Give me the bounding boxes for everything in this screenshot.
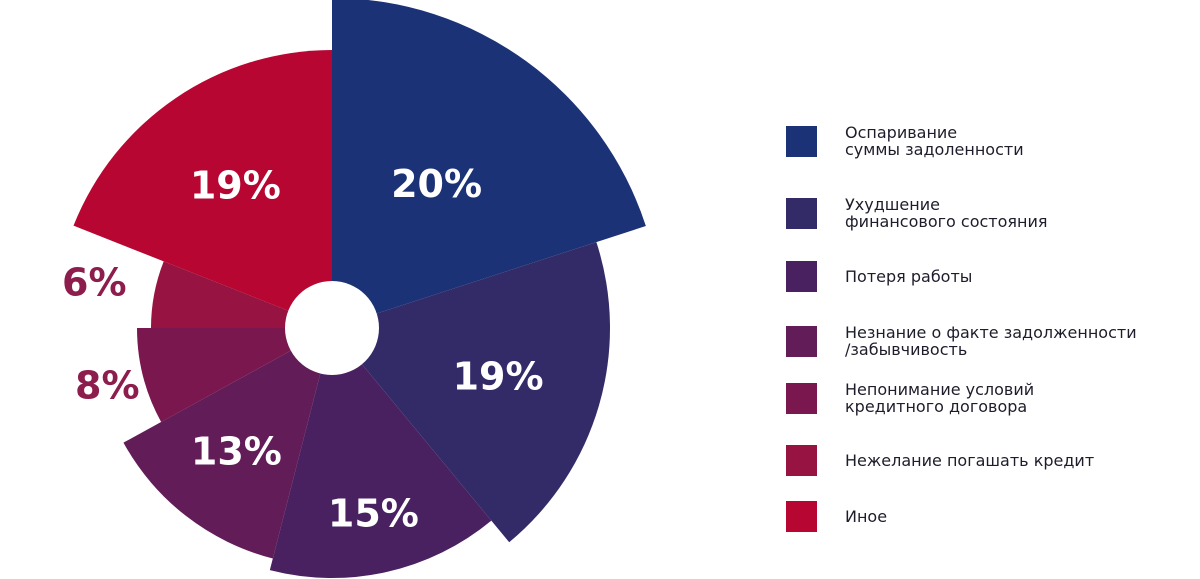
legend-swatch — [786, 501, 817, 532]
pie-slice-inoe — [73, 50, 333, 328]
legend-swatch — [786, 382, 817, 414]
legend-label: Незнание о факте задолженности /забывчив… — [845, 323, 1137, 359]
legend: Оспаривание суммы задоленности Ухудшение… — [786, 0, 1200, 579]
legend-swatch — [786, 125, 817, 157]
legend-label: Нежелание погашать кредит — [845, 451, 1095, 470]
slice-value-label-neznanie: 13% — [191, 429, 282, 473]
slice-value-label-inoe: 19% — [190, 164, 281, 208]
pie-slice-poterya-raboty — [269, 328, 492, 579]
legend-label: Потеря работы — [845, 267, 973, 286]
pie-slice-nezhelanie — [151, 261, 332, 328]
pie-slice-ukhudshenie — [332, 242, 610, 543]
legend-item-osparivanie: Оспаривание суммы задоленности — [786, 124, 1024, 158]
legend-label: Ухудшение финансового состояния — [845, 195, 1048, 231]
pie-slice-neznanie — [123, 328, 332, 559]
legend-label: Оспаривание суммы задоленности — [845, 123, 1024, 159]
pie-center-hole — [285, 281, 379, 375]
legend-item-ukhudshenie: Ухудшение финансового состояния — [786, 196, 1048, 230]
slice-value-label-neponimanie: 8% — [75, 364, 140, 408]
slice-value-label-osparivanie: 20% — [391, 162, 482, 206]
slice-value-label-poterya-raboty: 15% — [328, 491, 419, 535]
legend-item-neznanie: Незнание о факте задолженности /забывчив… — [786, 324, 1137, 358]
legend-swatch — [786, 445, 817, 476]
slice-value-label-nezhelanie: 6% — [62, 261, 127, 305]
legend-item-neponimanie: Непонимание условий кредитного договора — [786, 381, 1034, 415]
legend-swatch — [786, 197, 817, 229]
legend-item-nezhelanie: Нежелание погашать кредит — [786, 445, 1094, 476]
pie-slice-neponimanie — [137, 328, 332, 422]
slice-value-label-ukhudshenie: 19% — [453, 354, 544, 398]
pie-slice-osparivanie — [332, 0, 646, 328]
legend-swatch — [786, 325, 817, 357]
legend-item-inoe: Иное — [786, 501, 887, 532]
legend-label: Иное — [845, 507, 888, 526]
legend-item-poterya-raboty: Потеря работы — [786, 261, 972, 292]
legend-swatch — [786, 261, 817, 292]
legend-label: Непонимание условий кредитного договора — [845, 380, 1035, 416]
pie-chart: 20% 19% 15% 13% 8% 6% 19% — [62, 0, 646, 579]
